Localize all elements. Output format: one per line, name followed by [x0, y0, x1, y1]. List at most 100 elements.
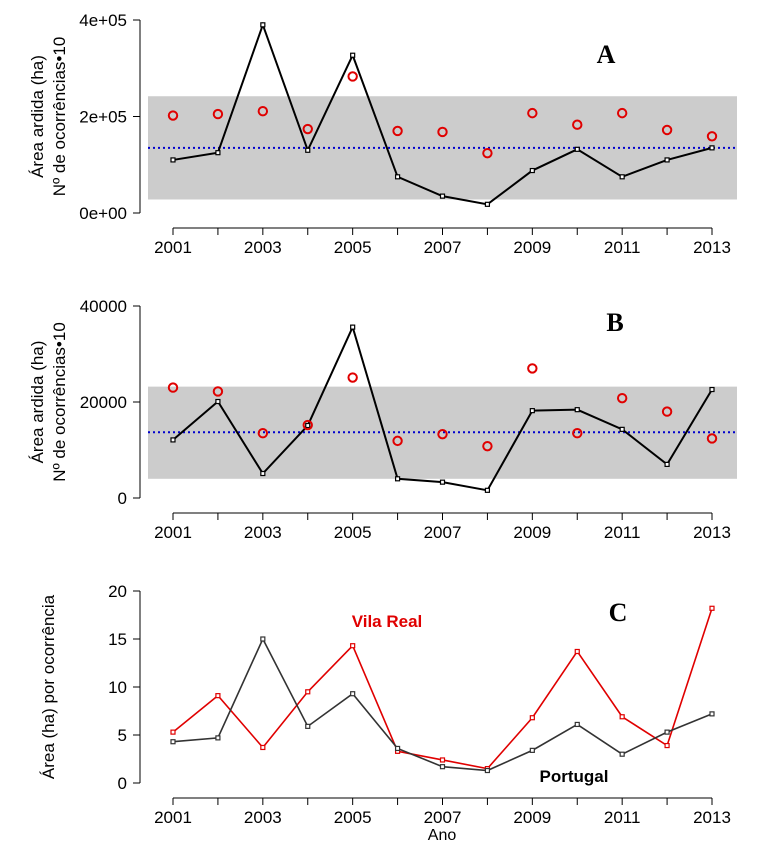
panel-letter: B — [606, 308, 623, 337]
y-tick-label: 0e+00 — [79, 204, 127, 223]
x-tick-label: 2013 — [693, 523, 731, 542]
x-tick-label: 2013 — [693, 238, 731, 257]
data-point — [619, 174, 625, 180]
data-point — [350, 324, 356, 330]
panel-letter: C — [609, 598, 628, 627]
data-point — [484, 767, 491, 774]
data-point — [437, 428, 448, 440]
x-tick-label: 2013 — [693, 808, 731, 827]
data-point — [302, 419, 313, 431]
y-axis-label-line2: Nº de ocorrências•10 — [50, 322, 69, 482]
data-point — [260, 744, 266, 751]
data-point — [664, 729, 670, 735]
y-tick-label: 20 — [108, 582, 127, 601]
series-label-vila-real: Vila Real — [352, 612, 423, 631]
x-tick-label: 2009 — [513, 523, 551, 542]
data-point — [661, 124, 673, 136]
y-tick-label: 15 — [108, 630, 127, 649]
series-circles — [167, 363, 718, 452]
y-tick-label: 4e+05 — [79, 11, 127, 30]
series-circles — [167, 71, 718, 159]
data-point — [574, 407, 580, 413]
data-point — [709, 605, 715, 611]
data-point — [257, 428, 269, 439]
x-tick-label: 2009 — [513, 238, 551, 257]
series-line — [170, 324, 715, 493]
x-tick-label: 2011 — [604, 808, 641, 827]
data-point — [439, 757, 446, 763]
y-axis-label-line1: Área ardida (ha) — [28, 341, 47, 464]
data-point — [574, 146, 580, 152]
x-tick-label: 2001 — [154, 808, 192, 827]
data-point — [305, 422, 311, 429]
data-point — [257, 105, 269, 117]
y-axis-label: Área (ha) por ocorrência — [39, 594, 58, 779]
data-point — [170, 729, 176, 735]
data-point — [305, 723, 311, 729]
series-vila-real — [170, 605, 715, 772]
panel-b: 0 20000 40000 2001 2003 2005 2007 2009 2011 2013 Á… — [28, 297, 737, 542]
data-point — [394, 745, 401, 752]
data-point — [392, 125, 403, 137]
series-portugal — [170, 636, 715, 774]
data-point — [529, 408, 535, 414]
x-tick-label: 2005 — [334, 523, 372, 542]
data-point — [482, 440, 493, 452]
data-point — [527, 363, 538, 374]
data-point — [392, 435, 403, 447]
series-line — [172, 608, 713, 770]
x-tick-label: 2007 — [424, 523, 462, 542]
data-point — [709, 145, 715, 151]
y-tick-label: 0 — [118, 489, 127, 508]
data-point — [305, 689, 311, 695]
data-point — [529, 747, 535, 753]
y-tick-label: 5 — [118, 726, 127, 745]
data-point — [350, 691, 356, 697]
x-tick-label: 2009 — [513, 808, 551, 827]
data-point — [170, 739, 176, 745]
y-tick-label: 10 — [108, 678, 127, 697]
data-point — [212, 386, 224, 397]
data-point — [664, 157, 670, 163]
data-point — [350, 643, 356, 649]
data-point — [215, 735, 221, 741]
data-point — [170, 157, 176, 163]
data-point — [215, 398, 221, 405]
y-tick-label: 2e+05 — [79, 108, 127, 127]
x-tick-label: 2001 — [154, 523, 192, 542]
data-point — [260, 636, 266, 642]
x-tick-label: 2003 — [244, 523, 282, 542]
data-point — [439, 764, 446, 770]
data-point — [661, 406, 673, 417]
x-tick-label: 2003 — [244, 238, 282, 257]
data-point — [215, 693, 221, 699]
data-point — [619, 714, 625, 720]
x-tick-label: 2005 — [334, 238, 372, 257]
y-axis-label-line2: Nº de ocorrências•10 — [50, 37, 69, 197]
data-point — [347, 372, 358, 383]
y-tick-label: 20000 — [80, 393, 127, 412]
data-point — [484, 201, 491, 207]
data-point — [574, 721, 580, 728]
data-point — [664, 461, 670, 467]
data-point — [619, 426, 625, 432]
data-point — [482, 147, 493, 159]
data-point — [616, 107, 628, 119]
data-point — [350, 52, 356, 58]
series-line — [170, 21, 715, 207]
data-point — [616, 392, 628, 404]
panel-letter: A — [597, 40, 616, 69]
panel-a: 0e+00 2e+05 4e+05 2001 2003 2005 2007 2009 2011 2… — [28, 11, 737, 257]
data-point — [260, 22, 266, 28]
data-point — [437, 126, 448, 138]
data-point — [394, 476, 401, 482]
series-line — [172, 637, 713, 772]
x-tick-label: 2007 — [424, 238, 462, 257]
data-point — [572, 428, 583, 439]
data-point — [709, 386, 715, 393]
y-axis-label-line1: Área ardida (ha) — [28, 55, 47, 178]
y-tick-label: 0 — [118, 774, 127, 793]
data-point — [527, 107, 538, 119]
data-point — [706, 131, 718, 142]
x-tick-label: 2005 — [334, 808, 372, 827]
